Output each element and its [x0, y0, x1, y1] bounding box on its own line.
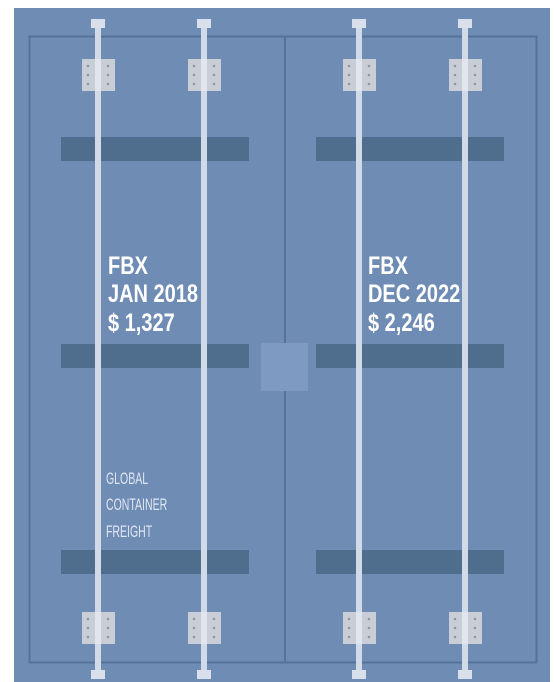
panel-date: DEC 2022 [368, 280, 460, 308]
hinge-bolt [212, 626, 216, 630]
hinge-bolt [473, 617, 477, 621]
hinge-bolt [86, 82, 90, 86]
hinge-bolt [473, 73, 477, 77]
door-bar [316, 137, 504, 161]
panel-label: FBX [108, 252, 148, 280]
hinge-bolt [106, 617, 110, 621]
hinge-bolt [106, 635, 110, 639]
hinge-bolt [192, 64, 196, 68]
hinge-bolt [347, 73, 351, 77]
hinge-bolt [212, 617, 216, 621]
hinge-bolt [473, 64, 477, 68]
hinge-bolt [453, 617, 457, 621]
hinge-bolt [86, 73, 90, 77]
hinge-rod [95, 59, 101, 91]
rod-cap [197, 19, 211, 28]
hinge-bolt [212, 64, 216, 68]
panel-price: $ 2,246 [368, 309, 435, 337]
lock-rod [356, 22, 362, 676]
rod-cap [458, 670, 472, 679]
door-hardware [61, 19, 504, 679]
hinge-bolt [453, 626, 457, 630]
hinge-bolt [347, 82, 351, 86]
hinge-bolt [86, 64, 90, 68]
caption-line: FREIGHT [106, 521, 152, 540]
hinge-bolt [347, 64, 351, 68]
caption-line: CONTAINER [106, 494, 167, 513]
hinge-bolt [86, 626, 90, 630]
hinge-bolt [367, 64, 371, 68]
hinge-bolt [473, 82, 477, 86]
hinge-bolt [453, 73, 457, 77]
hinge-bolt [192, 82, 196, 86]
rod-cap [458, 19, 472, 28]
door-bar [316, 344, 504, 368]
panel-date: JAN 2018 [108, 280, 198, 308]
hinge-rod [95, 612, 101, 644]
hinge-bolt [453, 64, 457, 68]
hinge-bolt [367, 617, 371, 621]
center-lock [261, 343, 308, 391]
hinge-bolt [106, 73, 110, 77]
left-label: FBX JAN 2018 $ 1,327 [108, 252, 198, 337]
hinge-bolt [212, 82, 216, 86]
hinge-rod [462, 59, 468, 91]
lock-rod [201, 22, 207, 676]
lock-rod [462, 22, 468, 676]
hinge-bolt [367, 73, 371, 77]
hinge-bolt [192, 617, 196, 621]
hinge-rod [356, 59, 362, 91]
caption: GLOBAL CONTAINER FREIGHT [106, 468, 167, 540]
hinge-bolt [347, 635, 351, 639]
rod-cap [352, 670, 366, 679]
door-bar [61, 137, 249, 161]
hinge-bolt [212, 73, 216, 77]
hinge-rod [201, 612, 207, 644]
hinge-bolt [106, 626, 110, 630]
hinge-bolt [453, 635, 457, 639]
panel-label: FBX [368, 252, 408, 280]
panel-price: $ 1,327 [108, 309, 175, 337]
hinge-bolt [347, 617, 351, 621]
door-bar [61, 550, 249, 574]
hinge-bolt [106, 82, 110, 86]
door-bar [316, 550, 504, 574]
hinge-bolt [453, 82, 457, 86]
right-label: FBX DEC 2022 $ 2,246 [368, 252, 460, 337]
caption-line: GLOBAL [106, 468, 148, 487]
hinge-bolt [473, 635, 477, 639]
rod-cap [91, 670, 105, 679]
lock-rod [95, 22, 101, 676]
hinge-bolt [212, 635, 216, 639]
hinge-rod [201, 59, 207, 91]
hinge-rod [462, 612, 468, 644]
door-bar [61, 344, 249, 368]
hinge-bolt [192, 635, 196, 639]
hinge-bolt [367, 82, 371, 86]
hinge-rod [356, 612, 362, 644]
door-frame [28, 35, 538, 664]
rod-cap [197, 670, 211, 679]
hinge-bolt [106, 64, 110, 68]
hinge-bolt [192, 73, 196, 77]
hinge-bolt [86, 635, 90, 639]
hinge-bolt [347, 626, 351, 630]
hinge-bolt [367, 635, 371, 639]
hinge-bolt [86, 617, 90, 621]
hinge-bolt [473, 626, 477, 630]
rod-cap [91, 19, 105, 28]
hinge-bolt [192, 626, 196, 630]
hinge-bolt [367, 626, 371, 630]
rod-cap [352, 19, 366, 28]
